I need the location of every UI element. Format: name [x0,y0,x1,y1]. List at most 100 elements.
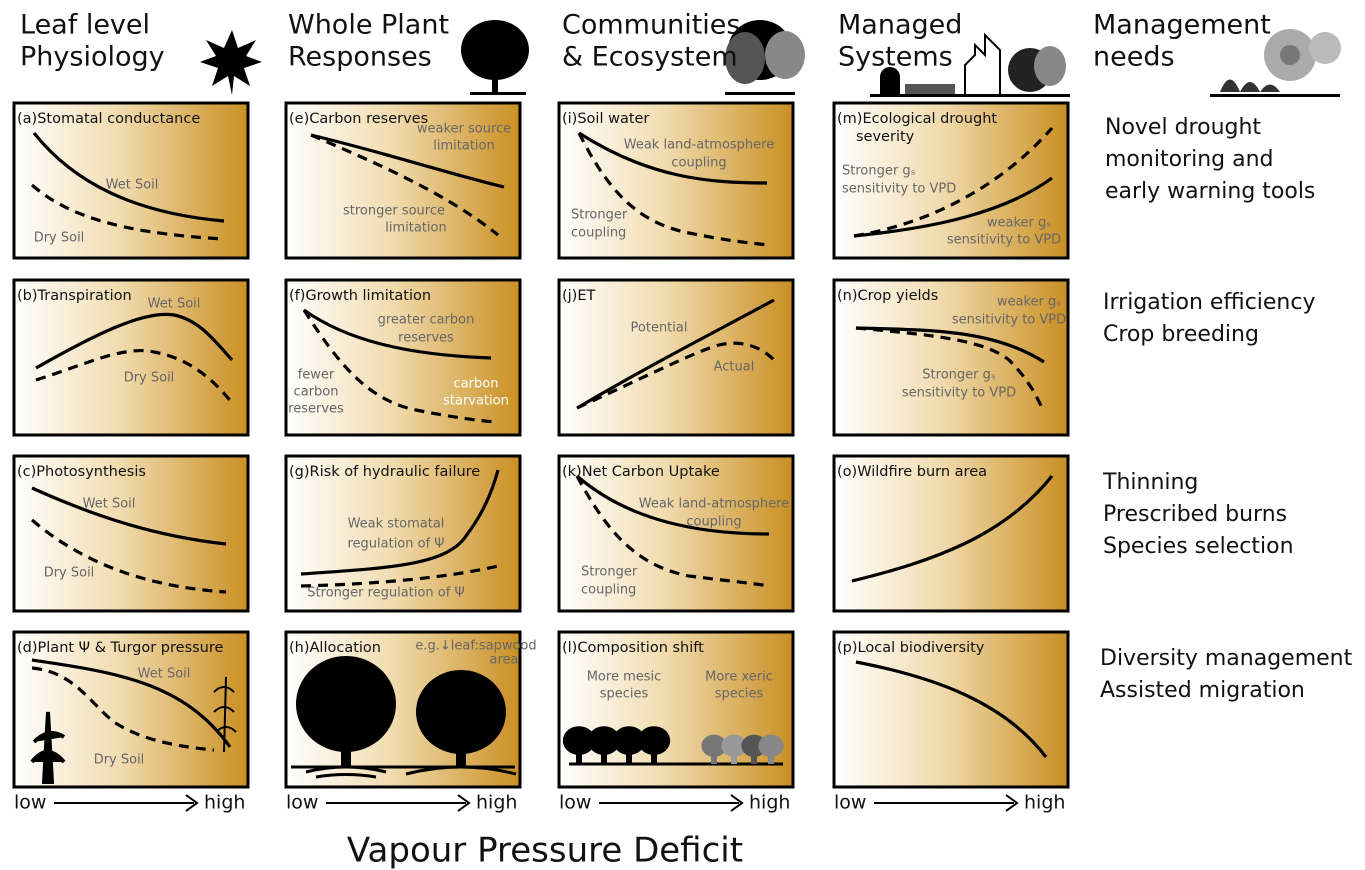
panel: (o)Wildfire burn area [832,454,1070,613]
curve [32,131,225,223]
panel: (n)Crop yields weaker gₛ sensitivity to VP… [832,278,1070,437]
panel: (k)Net Carbon Uptake Weak land-atmosphere… [557,454,795,613]
annotation: weaker gₛ [987,216,1051,231]
annotation: Dry Soil [94,753,145,768]
panel-title: (l)Composition shift [562,640,704,656]
panel-title-text: Carbon reserves [309,111,428,127]
annotation: species [715,687,764,702]
annotation: reserves [398,331,454,346]
panel-label: (e) [289,111,309,127]
panel: (l)Composition shift More mesic species Mor… [557,630,795,789]
curve [31,666,215,752]
roots [305,765,387,779]
panel: (i)Soil water Weak land-atmosphere couplin… [557,101,795,260]
annotation: species [600,687,649,702]
annotation: starvation [443,394,509,409]
annotation: More xeric [705,670,773,685]
panel-label: (c) [17,464,36,480]
tree-trunk [651,746,657,764]
curve [300,469,500,576]
panel-title-text: Allocation [310,640,381,656]
curve [35,349,234,404]
column-title: Managed [838,10,962,41]
panel-title: (o)Wildfire burn area [837,464,987,480]
panel-label: (i) [562,111,577,127]
tree-trunk [576,746,582,764]
panel-title-text: Net Carbon Uptake [582,464,720,480]
annotation: sensitivity to VPD [952,313,1066,328]
curve [310,133,505,189]
column-title: needs [1093,42,1175,73]
panel-title-text: Risk of hydraulic failure [310,464,481,480]
panel: (d)Plant Ψ & Turgor pressure Wet Soil Dry … [12,630,250,789]
annotation: greater carbon [378,313,475,328]
axis-high: high [1024,792,1065,814]
management-need: Diversity management [1100,646,1353,671]
panel: (m)Ecological drought severity Stronger gₛ… [832,101,1070,260]
panel-title: (i)Soil water [562,111,649,127]
column-title: Responses [288,42,432,73]
panel: (f)Growth limitation greater carbon reserv… [284,278,522,437]
curve [575,474,770,536]
curve [302,309,495,424]
panel: (a)Stomatal conductance Wet Soil Dry Soil [12,101,250,260]
curve [855,326,1045,364]
curve [577,132,770,247]
annotation: More mesic [587,670,662,685]
panel-title-text: Wildfire burn area [857,464,987,480]
panel-label: (a) [17,111,37,127]
management-need: Irrigation efficiency [1103,290,1316,315]
axis-arrowhead [1005,794,1019,812]
annotation: coupling [581,583,636,598]
panel-title: (c)Photosynthesis [17,464,146,480]
header-icons [200,20,1341,97]
curve [855,326,1044,409]
panel-label: (n) [837,288,858,304]
curve [35,312,234,370]
corn-icon [30,711,66,784]
curve [855,660,1048,758]
panel-title: (p)Local biodiversity [837,640,985,656]
panel-label: (h) [289,640,310,656]
panel-label: (m) [837,111,862,127]
curve [576,298,775,410]
annotation: area [490,653,519,668]
tree-crown [296,656,396,752]
panel-title: (m)Ecological drought [837,111,997,127]
roots [405,765,517,776]
tree-crown [758,734,784,757]
panel-title-text: Composition shift [577,640,704,656]
annotation: reserves [288,402,344,417]
management-need: monitoring and [1105,147,1273,172]
panel-frame [557,278,795,437]
column-title: & Ecosystem [562,42,738,73]
panel-label: (b) [17,288,38,304]
panel-title-text: ET [577,288,595,304]
panel-label: (f) [289,288,305,304]
panel-title: (g)Risk of hydraulic failure [289,464,480,480]
annotation: weaker gₛ [997,295,1061,310]
annotation: weaker source [417,122,511,137]
panel-title-text: severity [856,129,915,145]
management-need: Prescribed burns [1103,502,1287,527]
curve [303,308,492,360]
annotation: Weak land-atmosphere [624,138,774,153]
annotation: stronger source [343,204,445,219]
panel: (g)Risk of hydraulic failure Weak stomata… [284,454,522,613]
annotation: Wet Soil [148,297,201,312]
panel: (c)Photosynthesis Wet Soil Dry Soil [12,454,250,613]
annotation: Stronger [581,565,638,580]
tree-crown [637,726,671,755]
curve [851,474,1054,583]
column-title: Systems [838,42,953,73]
axis-low: low [559,792,591,814]
annotation: Stronger gₛ [922,368,996,383]
tree-crown [701,734,727,757]
tree-trunk [626,746,632,764]
panel-label: (p) [837,640,858,656]
panel: (j)ET Potential Actual [557,278,795,437]
panel-frame [832,630,1070,789]
panel-label: (j) [562,288,577,304]
